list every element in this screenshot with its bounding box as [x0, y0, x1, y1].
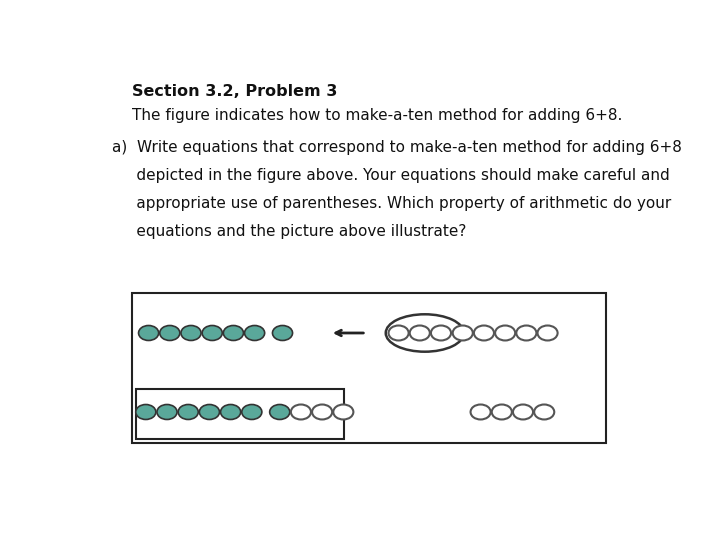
Circle shape: [516, 326, 536, 341]
Circle shape: [272, 326, 292, 341]
Ellipse shape: [386, 314, 464, 352]
Circle shape: [157, 404, 177, 420]
Circle shape: [333, 404, 354, 420]
Circle shape: [538, 326, 557, 341]
Text: Section 3.2, Problem 3: Section 3.2, Problem 3: [132, 84, 337, 98]
Circle shape: [534, 404, 554, 420]
Text: equations and the picture above illustrate?: equations and the picture above illustra…: [112, 225, 467, 239]
Circle shape: [389, 326, 409, 341]
Circle shape: [291, 404, 311, 420]
Circle shape: [410, 326, 430, 341]
Circle shape: [495, 326, 516, 341]
Circle shape: [312, 404, 332, 420]
Circle shape: [178, 404, 198, 420]
Circle shape: [160, 326, 180, 341]
Circle shape: [453, 326, 473, 341]
Circle shape: [223, 326, 243, 341]
Circle shape: [138, 326, 158, 341]
Circle shape: [492, 404, 512, 420]
Circle shape: [202, 326, 222, 341]
Circle shape: [245, 326, 265, 341]
Text: a)  Write equations that correspond to make-a-ten method for adding 6+8: a) Write equations that correspond to ma…: [112, 140, 682, 154]
Text: The figure indicates how to make-a-ten method for adding 6+8.: The figure indicates how to make-a-ten m…: [132, 109, 622, 124]
Circle shape: [474, 326, 494, 341]
Circle shape: [471, 404, 490, 420]
Circle shape: [431, 326, 451, 341]
Circle shape: [199, 404, 220, 420]
Circle shape: [270, 404, 289, 420]
Circle shape: [242, 404, 262, 420]
Circle shape: [220, 404, 240, 420]
Bar: [136, 389, 344, 439]
Circle shape: [513, 404, 533, 420]
Bar: [132, 294, 606, 443]
Text: depicted in the figure above. Your equations should make careful and: depicted in the figure above. Your equat…: [112, 168, 670, 183]
Text: appropriate use of parentheses. Which property of arithmetic do your: appropriate use of parentheses. Which pr…: [112, 196, 672, 211]
Circle shape: [136, 404, 156, 420]
Circle shape: [181, 326, 201, 341]
